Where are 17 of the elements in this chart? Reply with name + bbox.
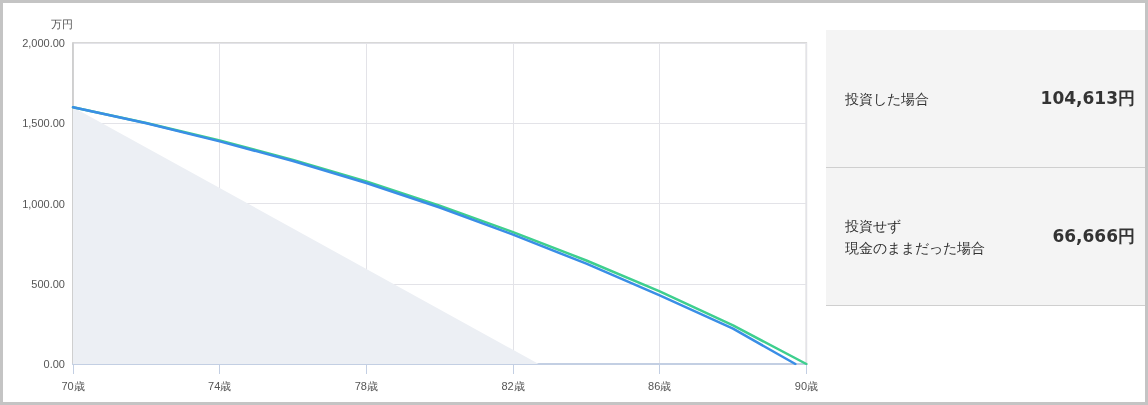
y-tick-label: 1,000.00 bbox=[22, 197, 65, 210]
y-tick-label: 1,500.00 bbox=[22, 117, 65, 130]
text: 66,666円 bbox=[1052, 225, 1135, 248]
text: 104,613円 bbox=[1040, 87, 1135, 110]
x-tick-label: 82歳 bbox=[501, 379, 525, 392]
x-tick-label: 74歳 bbox=[208, 379, 232, 392]
x-tick-label: 78歳 bbox=[354, 379, 378, 392]
text: 投資せず bbox=[845, 216, 902, 236]
y-tick-label: 2,000.00 bbox=[22, 37, 65, 49]
text: 現金のままだった場合 bbox=[845, 238, 986, 258]
y-tick-label: 500.00 bbox=[31, 277, 65, 290]
x-tick-label: 86歳 bbox=[648, 379, 672, 392]
text: 投資した場合 bbox=[845, 89, 930, 109]
x-tick-label: 70歳 bbox=[61, 379, 85, 392]
y-axis-title: 万円 bbox=[51, 17, 73, 30]
y-tick-label: 0.00 bbox=[43, 358, 65, 370]
x-tick-label: 90歳 bbox=[794, 379, 819, 392]
